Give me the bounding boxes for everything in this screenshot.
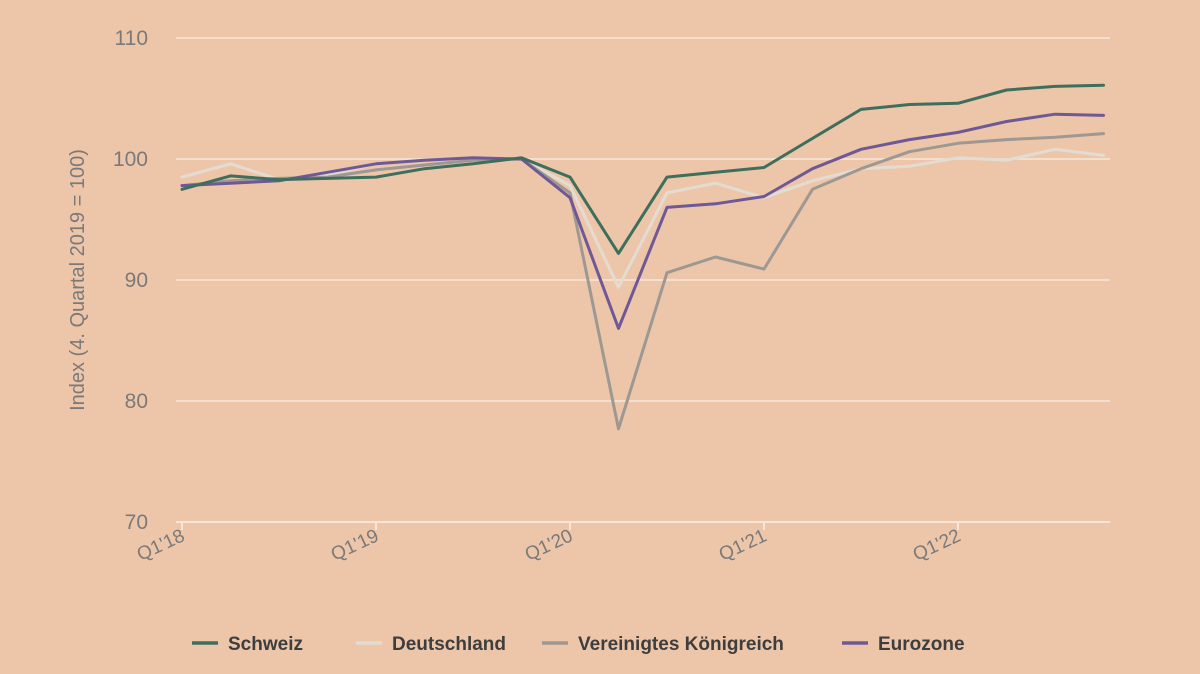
legend: Schweiz Deutschland Vereinigtes Königreich…: [192, 634, 965, 655]
y-tick-label: 90: [125, 269, 148, 292]
x-tick-label: Q1'22: [910, 525, 964, 565]
legend-label-deutschland: Deutschland: [392, 634, 506, 655]
series-lines: [180, 83, 1105, 431]
y-axis: 70 80 90 100 110: [113, 27, 148, 534]
y-tick-label: 70: [125, 511, 148, 534]
series-line-schweiz: [180, 83, 1105, 255]
legend-label-vereinigtes-k-nigreich: Vereinigtes Königreich: [578, 634, 784, 655]
y-tick-label: 110: [115, 27, 148, 50]
x-tick-label: Q1'21: [716, 525, 770, 565]
legend-label-schweiz: Schweiz: [228, 634, 303, 655]
x-tick-label: Q1'20: [522, 525, 576, 565]
series-line-vereinigtes-k-nigreich: [180, 132, 1105, 431]
legend-label-eurozone: Eurozone: [878, 634, 965, 655]
y-axis-label: Index (4. Quartal 2019 = 100): [67, 149, 89, 411]
series-line-deutschland: [180, 147, 1105, 289]
y-tick-label: 80: [125, 390, 148, 413]
x-tick-label: Q1'19: [328, 525, 382, 565]
series-line-eurozone: [180, 112, 1105, 330]
grid: [176, 37, 1110, 523]
x-axis: Q1'18 Q1'19 Q1'20 Q1'21 Q1'22: [134, 521, 1110, 566]
y-tick-label: 100: [113, 148, 148, 171]
